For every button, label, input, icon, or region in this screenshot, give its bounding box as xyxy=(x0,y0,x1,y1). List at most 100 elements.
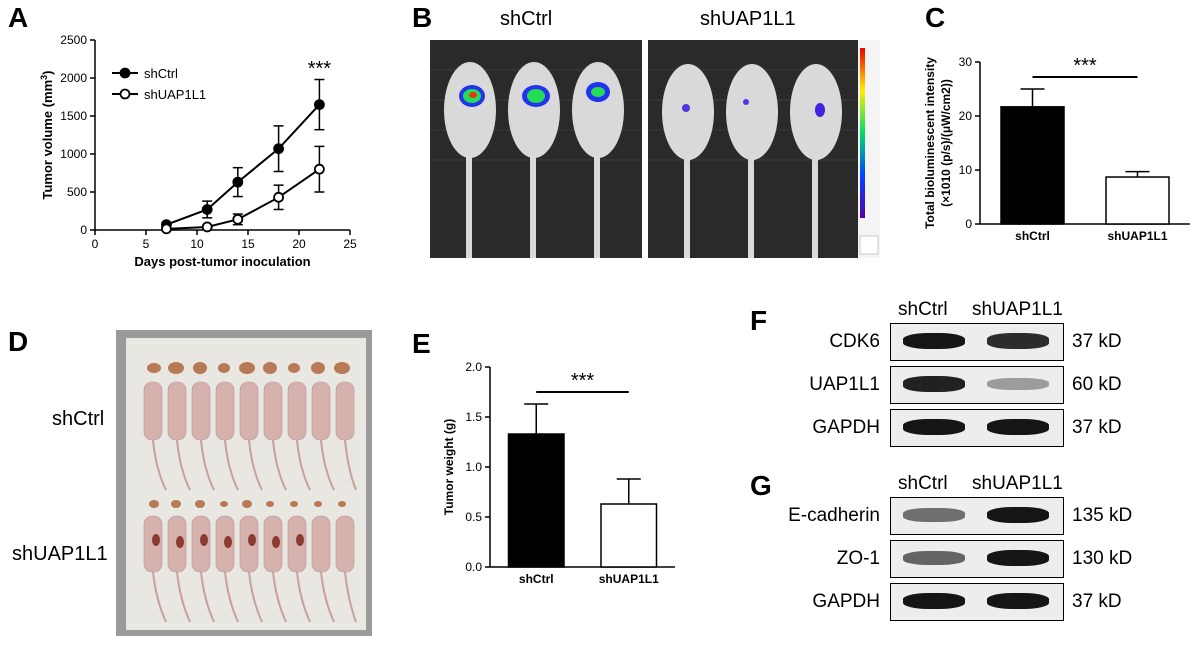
g-protein-label: E-cadherin xyxy=(788,505,880,526)
e-y-tick-label: 0.0 xyxy=(465,560,482,574)
a-point-2 xyxy=(313,163,325,175)
g-kd-label: 135 kD xyxy=(1072,505,1133,526)
c-y-tick-label: 30 xyxy=(959,55,973,69)
g-blot-strip xyxy=(890,540,1064,578)
blot-f-col-1: shCtrl xyxy=(898,299,948,320)
a-y-tick-label: 2500 xyxy=(60,33,87,47)
c-y-axis-label-1: Total bioluminescent intensity xyxy=(923,57,937,229)
c-y-axis-label-2: (×1010 (p/s)/(μW/cm2)) xyxy=(939,79,953,207)
panel-b-group-label-2: shUAP1L1 xyxy=(700,8,796,30)
e-y-axis-label: Tumor weight (g) xyxy=(442,419,456,515)
a-point-1 xyxy=(273,143,285,155)
g-protein-label: ZO-1 xyxy=(836,548,880,569)
panel-d-group-label-1: shCtrl xyxy=(52,408,105,430)
g-band xyxy=(987,507,1049,523)
chart-c-svg: 0 10 20 30 shCtrl shUAP1L1 *** Total biolumines… xyxy=(923,55,1190,243)
a-y-tick-label: 2000 xyxy=(60,71,87,85)
a-legend-label: shCtrl xyxy=(144,66,178,81)
f-kd-label: 60 kD xyxy=(1072,374,1122,395)
f-protein-label: UAP1L1 xyxy=(809,374,880,395)
e-y-tick-label: 1.5 xyxy=(465,410,482,424)
f-protein-label: GAPDH xyxy=(812,417,880,438)
g-band xyxy=(987,593,1049,609)
e-category-label: shCtrl xyxy=(519,572,554,586)
e-y-tick-label: 0.5 xyxy=(465,510,482,524)
a-y-tick-label: 1500 xyxy=(60,109,87,123)
a-legend-marker xyxy=(119,67,131,79)
a-point-1 xyxy=(201,204,213,215)
a-significance: *** xyxy=(308,58,332,80)
f-band xyxy=(903,376,965,392)
a-y-tick-label: 500 xyxy=(67,185,87,199)
e-significance: *** xyxy=(571,370,595,392)
a-x-axis-label: Days post-tumor inoculation xyxy=(134,254,310,269)
blot-g-col-2: shUAP1L1 xyxy=(972,473,1063,494)
g-blot-strip xyxy=(890,497,1064,535)
panel-label-c: C xyxy=(925,2,946,33)
chart-e-svg: 0.0 0.5 1.0 1.5 2.0 shCtrl shUAP1L1 *** Tumor we… xyxy=(442,360,675,586)
f-protein-label: CDK6 xyxy=(829,331,880,352)
a-legend-marker xyxy=(119,88,131,100)
f-band xyxy=(987,377,1049,391)
c-bar-1 xyxy=(1000,106,1065,225)
a-y-tick-label: 0 xyxy=(80,223,87,237)
g-protein-label: GAPDH xyxy=(812,591,880,612)
a-y-axis-label: Tumor volume (mm3) xyxy=(39,70,55,199)
panel-label-e: E xyxy=(412,328,431,359)
c-category-label: shCtrl xyxy=(1015,229,1050,243)
panel-label-a: A xyxy=(8,2,29,33)
a-point-2 xyxy=(201,221,213,233)
f-blot-strip xyxy=(890,323,1064,361)
c-y-tick-label: 10 xyxy=(959,163,973,177)
c-category-label: shUAP1L1 xyxy=(1107,229,1167,243)
a-point-2 xyxy=(160,223,172,235)
a-y-tick-label: 1000 xyxy=(60,147,87,161)
e-y-tick-label: 1.0 xyxy=(465,460,482,474)
f-band xyxy=(903,419,965,435)
f-band xyxy=(903,333,965,349)
f-blot-strip xyxy=(890,366,1064,404)
a-series-line-1 xyxy=(166,103,321,226)
blot-f-col-2: shUAP1L1 xyxy=(972,299,1063,320)
e-y-tick-label: 2.0 xyxy=(465,360,482,374)
f-kd-label: 37 kD xyxy=(1072,417,1122,438)
g-band xyxy=(903,593,965,609)
c-y-tick-label: 0 xyxy=(965,217,972,231)
a-legend-label: shUAP1L1 xyxy=(144,87,206,102)
e-category-label: shUAP1L1 xyxy=(599,572,659,586)
a-point-1 xyxy=(313,99,325,110)
a-x-tick-label: 5 xyxy=(143,237,150,251)
panel-d-group-label-2: shUAP1L1 xyxy=(12,543,108,565)
blot-g-col-1: shCtrl xyxy=(898,473,948,494)
f-band xyxy=(987,419,1049,435)
panel-label-g: G xyxy=(750,470,772,501)
a-x-tick-label: 20 xyxy=(292,237,306,251)
g-band xyxy=(987,550,1049,566)
chart-a-svg: 0 500 1000 1500 2000 2500 0 5 10 15 20 25 Days post-… xyxy=(39,33,357,269)
a-x-tick-label: 0 xyxy=(92,237,99,251)
a-x-tick-label: 10 xyxy=(190,237,204,251)
f-kd-label: 37 kD xyxy=(1072,331,1122,352)
c-y-tick-label: 20 xyxy=(959,109,973,123)
a-point-2 xyxy=(273,191,285,203)
g-kd-label: 130 kD xyxy=(1072,548,1133,569)
e-bar-1 xyxy=(507,433,565,568)
bioluminescence-image xyxy=(430,40,880,258)
c-bar-2 xyxy=(1105,176,1170,225)
f-blot-strip xyxy=(890,409,1064,447)
c-significance: *** xyxy=(1073,55,1097,77)
f-band xyxy=(987,333,1049,349)
a-x-tick-label: 25 xyxy=(343,237,357,251)
a-point-2 xyxy=(232,213,244,225)
g-blot-strip xyxy=(890,583,1064,621)
g-band xyxy=(903,508,965,522)
a-x-tick-label: 15 xyxy=(241,237,255,251)
mice-photo xyxy=(116,330,372,636)
e-bar-2 xyxy=(600,503,658,568)
panel-label-b: B xyxy=(412,2,433,33)
g-band xyxy=(903,551,965,565)
panel-b-group-label-1: shCtrl xyxy=(500,8,553,30)
panel-label-f: F xyxy=(750,305,768,336)
panel-label-d: D xyxy=(8,326,29,357)
g-kd-label: 37 kD xyxy=(1072,591,1122,612)
